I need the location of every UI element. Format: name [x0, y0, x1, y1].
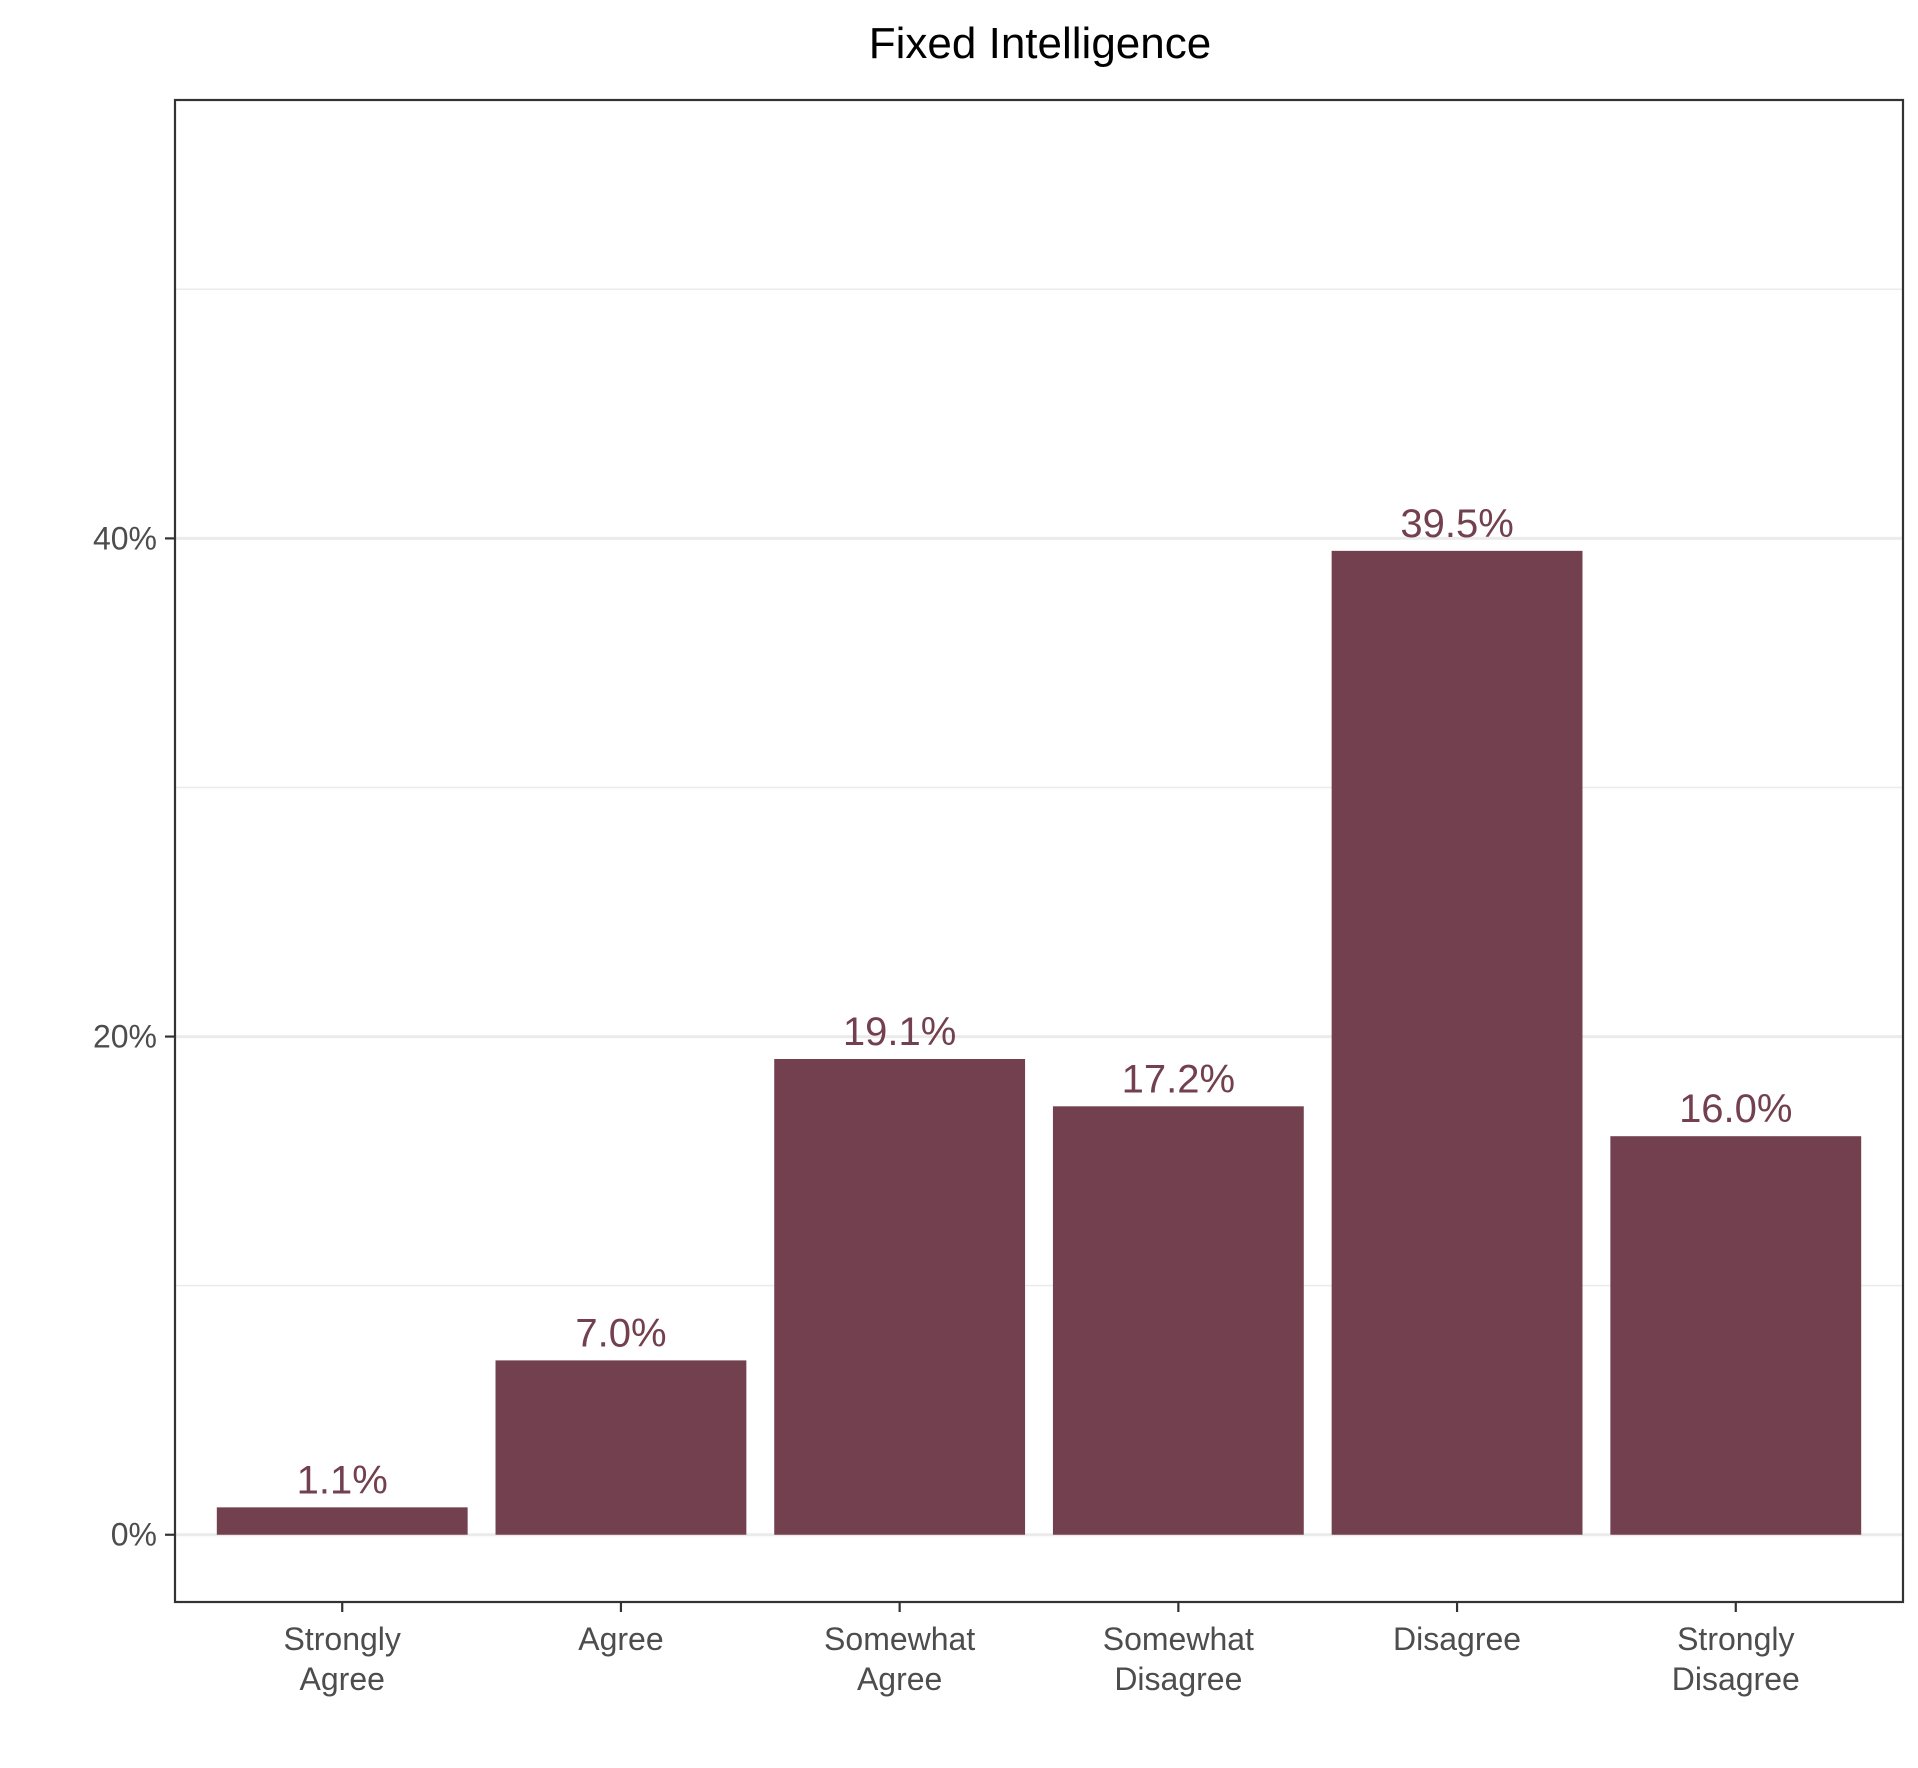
x-tick-label-line: Somewhat — [1103, 1621, 1254, 1657]
x-tick-label: Disagree — [1393, 1621, 1521, 1657]
bar — [1610, 1136, 1862, 1535]
data-label: 19.1% — [843, 1010, 956, 1054]
x-tick-label-line: Strongly — [1677, 1621, 1794, 1657]
y-tick-label: 0% — [111, 1517, 157, 1553]
data-label: 17.2% — [1122, 1057, 1235, 1101]
x-tick-label-line: Strongly — [284, 1621, 401, 1657]
x-tick-label: Somewhat Agree — [824, 1621, 975, 1697]
x-tick-label-line: Somewhat — [824, 1621, 975, 1657]
x-tick-label: Strongly Disagree — [1672, 1621, 1800, 1697]
bar — [216, 1507, 468, 1535]
bar — [1052, 1106, 1304, 1535]
panel-border — [173, 98, 1905, 1604]
data-label: 1.1% — [297, 1458, 388, 1502]
x-tick-label-line: Disagree — [1672, 1661, 1800, 1697]
x-tick-label-line: Disagree — [1393, 1621, 1521, 1657]
x-tick-label-line: Disagree — [1114, 1661, 1242, 1697]
x-tick-label: Somewhat Disagree — [1103, 1621, 1254, 1697]
x-tick-label: Strongly Agree — [284, 1621, 401, 1697]
bar — [774, 1058, 1026, 1535]
x-tick-label: Agree — [578, 1621, 663, 1657]
y-tick-label: 20% — [93, 1019, 157, 1055]
data-label: 7.0% — [575, 1311, 666, 1355]
x-tick-label-line: Agree — [857, 1661, 942, 1697]
bars — [216, 550, 1862, 1535]
bar — [1331, 550, 1583, 1535]
x-tick-label-line: Agree — [300, 1661, 385, 1697]
y-tick-label: 40% — [93, 520, 157, 556]
data-label: 39.5% — [1400, 502, 1513, 546]
bar — [495, 1360, 747, 1535]
x-tick-label-line: Agree — [578, 1621, 663, 1657]
chart-title: Fixed Intelligence — [869, 19, 1211, 68]
value-labels: 1.1% 7.0% 19.1% 17.2% 39.5% 16.0% — [297, 502, 1793, 1502]
data-label: 16.0% — [1679, 1087, 1792, 1131]
